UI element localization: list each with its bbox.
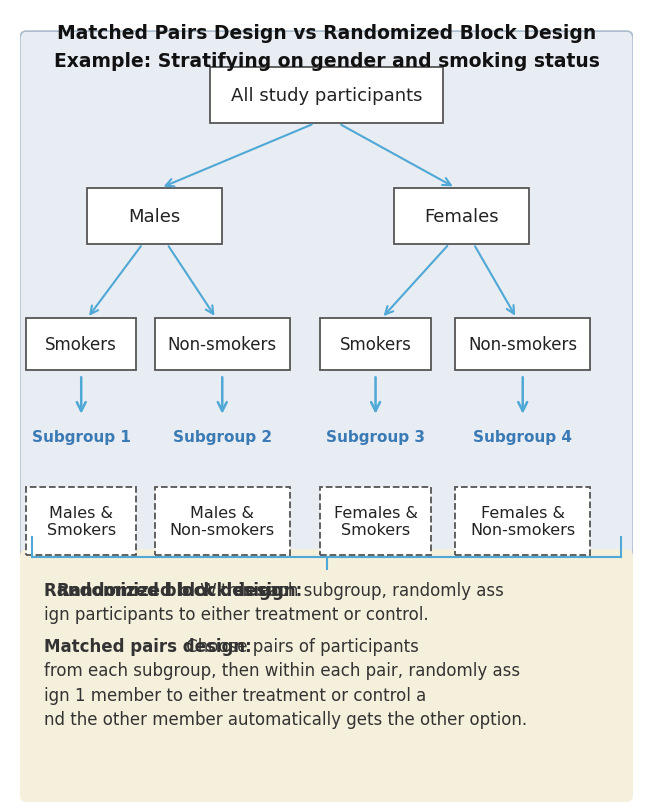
Text: Females &
Non-smokers: Females & Non-smokers [470,505,575,537]
Text: Subgroup 4: Subgroup 4 [473,430,572,444]
Text: Males &
Smokers: Males & Smokers [46,505,116,537]
Text: Subgroup 2: Subgroup 2 [172,430,272,444]
Text: Randomized block design:: Randomized block design: [57,581,302,599]
FancyBboxPatch shape [20,549,633,802]
Text: All study participants: All study participants [231,87,422,105]
FancyBboxPatch shape [321,318,431,371]
Text: Subgroup 3: Subgroup 3 [326,430,425,444]
Text: Females &
Smokers: Females & Smokers [334,505,417,537]
FancyBboxPatch shape [20,32,633,557]
Text: from each subgroup, then within each pair, randomly ass: from each subgroup, then within each pai… [44,662,520,679]
FancyBboxPatch shape [26,487,136,555]
Text: Matched pairs design:: Matched pairs design: [44,638,252,655]
Text: Smokers: Smokers [45,336,117,354]
FancyBboxPatch shape [321,487,431,555]
Text: nd the other member automatically gets the other option.: nd the other member automatically gets t… [44,710,528,727]
FancyBboxPatch shape [88,188,222,245]
Text: Matched Pairs Design vs Randomized Block Design: Matched Pairs Design vs Randomized Block… [57,24,596,43]
Text: Example: Stratifying on gender and smoking status: Example: Stratifying on gender and smoki… [54,52,599,71]
Text: Males: Males [129,208,181,225]
FancyBboxPatch shape [455,318,590,371]
Text: Within each subgroup, randomly ass: Within each subgroup, randomly ass [195,581,503,599]
Text: Non-smokers: Non-smokers [468,336,577,354]
Text: Randomized block design:: Randomized block design: [44,581,290,599]
Text: Subgroup 1: Subgroup 1 [32,430,131,444]
FancyBboxPatch shape [394,188,529,245]
Text: ign participants to either treatment or control.: ign participants to either treatment or … [44,606,429,623]
FancyBboxPatch shape [155,487,290,555]
FancyBboxPatch shape [455,487,590,555]
Text: Males &
Non-smokers: Males & Non-smokers [170,505,275,537]
Text: Smokers: Smokers [340,336,411,354]
Text: Non-smokers: Non-smokers [168,336,277,354]
Text: Choose pairs of participants: Choose pairs of participants [181,638,424,655]
Text: ign 1 member to either treatment or control a: ign 1 member to either treatment or cont… [44,686,426,703]
Text: Females: Females [424,208,499,225]
FancyBboxPatch shape [26,318,136,371]
FancyBboxPatch shape [155,318,290,371]
FancyBboxPatch shape [210,68,443,124]
